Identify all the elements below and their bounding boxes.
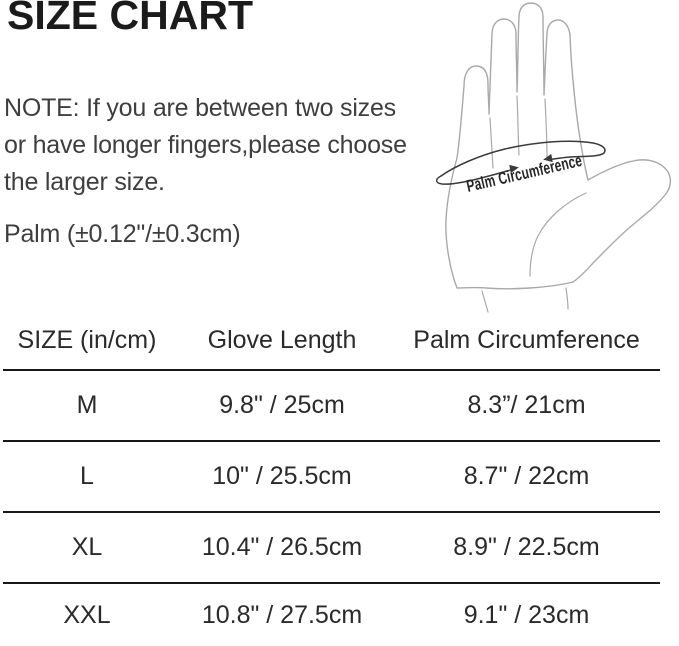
table-row-xl: XL 10.4" / 26.5cm 8.9" / 22.5cm bbox=[3, 513, 660, 584]
hand-illustration: Palm Circumference bbox=[435, 2, 672, 313]
measurement-arc-bottom bbox=[435, 168, 515, 185]
finger-crease bbox=[516, 95, 520, 156]
note-line-3: the larger size. bbox=[4, 168, 165, 196]
size-cell: XL bbox=[71, 533, 103, 561]
note-line-2: or have longer fingers,please choose bbox=[4, 131, 407, 159]
column-header-size: SIZE (in/cm) bbox=[17, 326, 157, 354]
measurement-annotation bbox=[435, 140, 606, 185]
column-header-palm-circumference: Palm Circumference bbox=[413, 326, 640, 354]
thumb-crease bbox=[529, 192, 587, 277]
palm-circumference-cell: 9.1" / 23cm bbox=[463, 600, 590, 629]
measurement-arc-top bbox=[440, 140, 606, 177]
palm-circumference-cell: 8.9" / 22.5cm bbox=[453, 533, 600, 561]
palm-circumference-cell: 8.7" / 22cm bbox=[463, 462, 590, 490]
palm-tolerance-text: Palm (±0.12"/±0.3cm) bbox=[4, 220, 241, 248]
arrow-right-icon bbox=[509, 164, 519, 174]
size-cell: M bbox=[76, 391, 98, 419]
glove-length-cell: 10.4" / 26.5cm bbox=[201, 533, 363, 561]
glove-length-cell: 9.8" / 25cm bbox=[219, 391, 345, 419]
finger-crease bbox=[544, 98, 548, 159]
wrist-line bbox=[481, 290, 489, 313]
size-cell: XXL bbox=[63, 600, 111, 629]
table-row-l: L 10" / 25.5cm 8.7" / 22cm bbox=[3, 442, 660, 513]
table-row-m: M 9.8" / 25cm 8.3”/ 21cm bbox=[3, 371, 660, 442]
glove-length-cell: 10.8" / 27.5cm bbox=[201, 600, 363, 629]
glove-length-cell: 10" / 25.5cm bbox=[212, 462, 352, 490]
page-title: SIZE CHART bbox=[7, 0, 253, 38]
size-table: SIZE (in/cm) Glove Length Palm Circumfer… bbox=[3, 300, 660, 646]
size-cell: L bbox=[80, 462, 94, 490]
palm-circumference-cell: 8.3”/ 21cm bbox=[467, 391, 586, 419]
hand-diagram: Palm Circumference bbox=[400, 0, 679, 320]
size-table-header-row: SIZE (in/cm) Glove Length Palm Circumfer… bbox=[3, 300, 660, 371]
table-row-xxl: XXL 10.8" / 27.5cm 9.1" / 23cm bbox=[3, 584, 660, 646]
note-line-1: NOTE: If you are between two sizes bbox=[4, 94, 396, 122]
hand-outline-group bbox=[445, 2, 672, 313]
arrow-left-icon bbox=[543, 153, 553, 163]
wrist-line bbox=[565, 287, 569, 310]
note-text: NOTE: If you are between two sizes or ha… bbox=[4, 90, 407, 201]
column-header-glove-length: Glove Length bbox=[207, 326, 357, 354]
hand-outline bbox=[445, 2, 672, 290]
finger-crease bbox=[489, 117, 494, 169]
